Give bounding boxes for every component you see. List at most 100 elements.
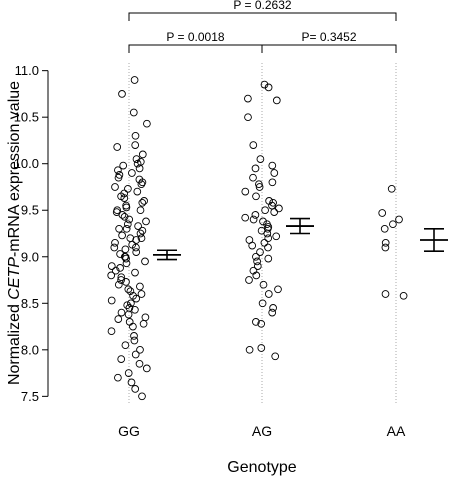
data-point [124,184,132,193]
data-point [119,161,128,170]
data-point [127,378,136,387]
data-point [395,215,403,224]
data-point [126,287,135,296]
data-point [268,178,277,187]
data-point [118,231,126,240]
data-point [378,209,387,217]
data-point [141,257,149,266]
data-point [399,291,408,300]
data-point [263,229,272,238]
data-point [130,332,138,340]
data-point [270,208,279,216]
x-axis-categories: GG AG AA [118,423,406,439]
data-point [118,211,127,219]
data-point [259,217,267,226]
data-point [114,315,123,323]
data-point [125,318,134,326]
data-point [131,268,139,277]
data-point [270,169,279,177]
data-point [125,215,134,224]
data-point [142,217,150,226]
data-point [252,192,260,201]
data-point [135,359,144,368]
x-category-label: AG [252,423,272,439]
data-point [380,224,389,233]
y-tick-label: 9.0 [21,249,39,264]
data-point [275,204,283,213]
data-point [133,187,142,196]
data-point [264,254,273,263]
data-point [253,257,261,266]
data-point [381,238,390,247]
data-point [134,222,142,230]
data-point [113,143,122,151]
data-point [272,96,281,105]
data-point [122,254,130,263]
data-point [264,83,273,92]
data-point [107,296,116,305]
data-point [132,155,141,163]
data-point [120,212,129,221]
data-point [129,108,138,117]
data-point [138,178,147,187]
data-point [138,150,147,159]
data-point [131,131,140,140]
data-point [137,180,146,189]
significance-bracket [128,44,263,53]
data-point [264,234,273,243]
data-point [249,141,258,149]
data-point [261,206,269,215]
data-point [272,232,281,241]
data-point [123,301,132,310]
data-point [255,180,263,189]
data-point [124,285,133,294]
data-point [138,392,146,401]
data-point [129,322,137,331]
data-point [244,113,252,122]
data-point [381,290,390,298]
data-point [245,276,253,284]
y-tick-label: 10.0 [14,156,39,171]
data-point [387,184,396,193]
data-point [264,243,272,252]
data-point [132,294,141,303]
data-point [132,236,141,244]
significance-bracket [261,44,397,53]
y-axis-title: Normalized CETP-mRNA expression value [6,81,23,385]
data-point [122,259,131,268]
data-point [117,273,126,282]
data-point [114,173,123,182]
data-point [249,215,258,224]
data-point [111,238,119,247]
data-point [114,280,123,289]
data-point [143,119,151,128]
data-point [260,238,269,247]
data-point [130,336,139,345]
data-point [253,262,262,270]
data-point [136,345,144,354]
data-point [249,173,257,182]
y-axis-title-prefix: Normalized [6,300,23,385]
data-point [133,159,142,168]
data-point [117,308,126,317]
data-point [260,80,269,89]
data-point [115,224,123,233]
data-point [269,304,277,312]
data-point [257,319,266,328]
x-axis-title: Genotype [227,459,296,476]
data-point [138,198,147,207]
data-point [107,271,116,280]
data-point [256,248,264,256]
data-point [127,299,135,308]
data-point [117,355,126,363]
data-point [274,285,282,294]
data-point [139,319,148,328]
data-point [381,243,390,252]
y-tick-label: 10.5 [14,110,39,125]
data-point [116,264,124,272]
data-point [137,234,146,243]
data-point [132,248,141,256]
data-point [107,262,116,270]
data-point [389,220,397,229]
y-axis-title-gene: CETP [6,257,23,300]
